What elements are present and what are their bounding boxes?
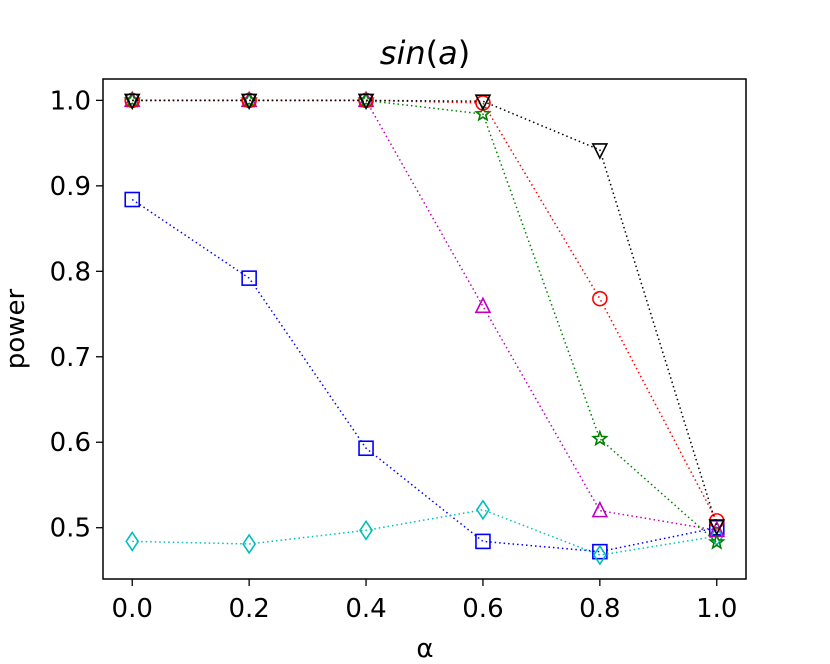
data-point-diamond <box>592 544 607 566</box>
x-axis-label: α <box>416 634 433 664</box>
data-point-star <box>708 533 726 550</box>
plot-frame <box>102 78 747 580</box>
series-black-triangle-down <box>123 93 726 536</box>
data-point-triangle-up <box>357 90 375 108</box>
data-point-triangle-down <box>357 93 375 111</box>
data-point-triangle-up <box>123 90 141 108</box>
series-cyan-diamond <box>125 499 724 566</box>
data-point-diamond <box>242 533 257 555</box>
series-line <box>132 99 717 532</box>
data-point-triangle-down <box>474 94 492 112</box>
series-green-star <box>123 91 726 550</box>
data-point-diamond <box>359 519 374 541</box>
data-point-triangle-up <box>474 296 492 314</box>
x-tick-label: 0.0 <box>112 594 153 624</box>
data-point-triangle-down <box>123 93 141 111</box>
series-red-circle <box>124 92 725 529</box>
series-line <box>132 99 718 527</box>
series-line <box>132 508 717 556</box>
y-tick-label: 0.9 <box>50 172 91 202</box>
data-point-star <box>591 429 609 447</box>
x-axis: 0.0 0.2 0.4 0.6 0.8 1.0 <box>112 579 737 624</box>
series-blue-square <box>124 191 725 560</box>
data-point-square <box>475 533 491 550</box>
series-line <box>131 198 717 553</box>
x-tick-label: 0.6 <box>462 594 503 624</box>
y-tick-label: 0.8 <box>50 257 91 287</box>
data-point-diamond <box>125 530 140 552</box>
x-tick-label: 0.8 <box>579 594 620 624</box>
plot-area <box>123 90 726 566</box>
y-tick-label: 1.0 <box>50 86 91 116</box>
data-point-square <box>124 191 141 208</box>
data-point-triangle-up <box>591 500 609 518</box>
y-tick-label: 0.7 <box>50 343 91 373</box>
data-point-circle <box>592 290 608 307</box>
chart-title: sin(a) <box>380 34 470 72</box>
data-point-triangle-down <box>591 143 609 160</box>
y-axis-label: power <box>1 289 31 370</box>
data-point-triangle-up <box>240 90 258 108</box>
series-line <box>132 99 718 543</box>
data-point-triangle-down <box>708 519 726 536</box>
data-point-square <box>241 270 257 286</box>
x-tick-label: 0.2 <box>228 594 269 624</box>
y-tick-label: 0.6 <box>50 428 91 458</box>
data-point-square <box>358 440 374 457</box>
x-tick-label: 1.0 <box>696 594 737 624</box>
series-line <box>132 99 718 522</box>
y-tick-label: 0.5 <box>50 514 91 544</box>
data-point-triangle-down <box>240 93 258 111</box>
series-magenta-triangle-up <box>123 90 726 538</box>
data-point-diamond <box>475 499 490 521</box>
y-axis: 0.5 0.6 0.7 0.8 0.9 1.0 <box>50 86 103 544</box>
x-tick-label: 0.4 <box>345 594 386 624</box>
